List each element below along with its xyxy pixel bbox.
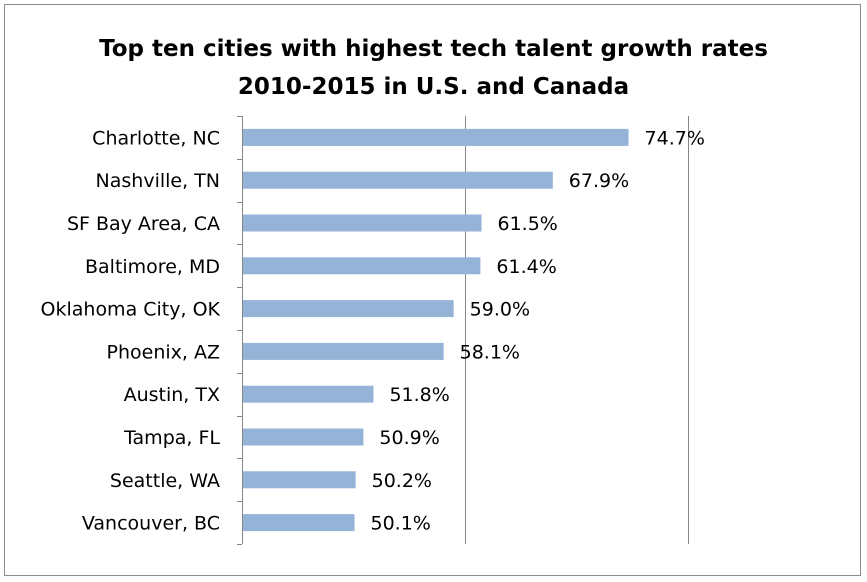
category-label: Tampa, FL [123,427,220,449]
data-label: 67.9% [569,170,629,192]
category-label: Austin, TX [124,384,220,406]
bar [243,214,482,232]
bar [243,428,364,446]
category-label: Baltimore, MD [85,256,220,278]
data-label: 50.1% [371,513,431,535]
bar [243,342,444,360]
data-label: 61.4% [496,256,556,278]
data-label: 74.7% [645,127,705,149]
bar [243,385,374,403]
category-label: Oklahoma City, OK [41,299,221,321]
bar [243,128,629,146]
chart-title: Top ten cities with highest tech talent … [0,30,867,106]
data-label: 58.1% [460,341,520,363]
chart-frame [4,4,861,576]
chart-title-line-2: 2010-2015 in U.S. and Canada [237,74,630,100]
category-label: SF Bay Area, CA [67,213,220,235]
category-label: Charlotte, NC [92,127,220,149]
category-label: Vancouver, BC [82,513,220,535]
bar [243,171,553,189]
bar [243,257,481,275]
bar [243,514,355,532]
data-label: 50.9% [379,427,439,449]
category-label: Nashville, TN [96,170,220,192]
category-label: Seattle, WA [110,470,220,492]
category-label: Phoenix, AZ [107,341,220,363]
bar [243,300,454,318]
data-label: 61.5% [498,213,558,235]
data-label: 59.0% [470,299,530,321]
chart-title-line-1: Top ten cities with highest tech talent … [99,36,768,62]
bar [243,471,356,489]
data-label: 50.2% [372,470,432,492]
data-label: 51.8% [389,384,449,406]
